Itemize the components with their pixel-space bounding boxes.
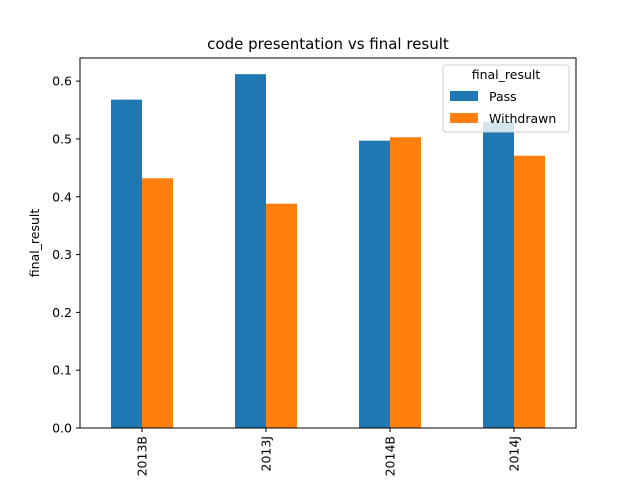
y-tick-label: 0.5 xyxy=(52,131,72,146)
legend-title: final_result xyxy=(472,67,541,82)
legend-swatch-withdrawn xyxy=(450,113,478,123)
legend-label-pass: Pass xyxy=(489,89,517,104)
y-tick-label: 0.1 xyxy=(52,363,72,378)
bar-withdrawn-2014j xyxy=(514,155,545,428)
plot-frame xyxy=(79,57,577,429)
y-axis-label: final_result xyxy=(27,209,42,278)
x-tick-label: 2013B xyxy=(135,436,150,476)
x-axis: 2013B 2013J 2014B 2014J xyxy=(135,428,522,476)
bar-withdrawn-2013j xyxy=(266,203,297,428)
bar-pass-2013j xyxy=(235,74,266,428)
x-tick-label: 2014J xyxy=(507,436,522,472)
x-tick-label: 2013J xyxy=(259,436,274,472)
x-tick-label: 2014B xyxy=(383,436,398,476)
bar-withdrawn-2014b xyxy=(390,137,421,428)
legend: final_result Pass Withdrawn xyxy=(442,64,570,133)
legend-swatch-pass xyxy=(450,91,478,101)
y-axis: 0.0 0.1 0.2 0.3 0.4 0.5 0.6 xyxy=(52,74,80,436)
y-tick-label: 0.6 xyxy=(52,74,72,89)
bar-pass-2013b xyxy=(111,99,142,428)
bars-group xyxy=(111,74,545,428)
y-tick-label: 0.2 xyxy=(52,305,72,320)
y-tick-label: 0.0 xyxy=(52,421,72,436)
bar-pass-2014j xyxy=(483,122,514,428)
legend-label-withdrawn: Withdrawn xyxy=(489,111,556,126)
y-tick-label: 0.3 xyxy=(52,247,72,262)
y-tick-label: 0.4 xyxy=(52,189,72,204)
bar-withdrawn-2013b xyxy=(142,178,173,428)
bar-pass-2014b xyxy=(359,140,390,428)
chart-title: code presentation vs final result xyxy=(207,35,449,53)
